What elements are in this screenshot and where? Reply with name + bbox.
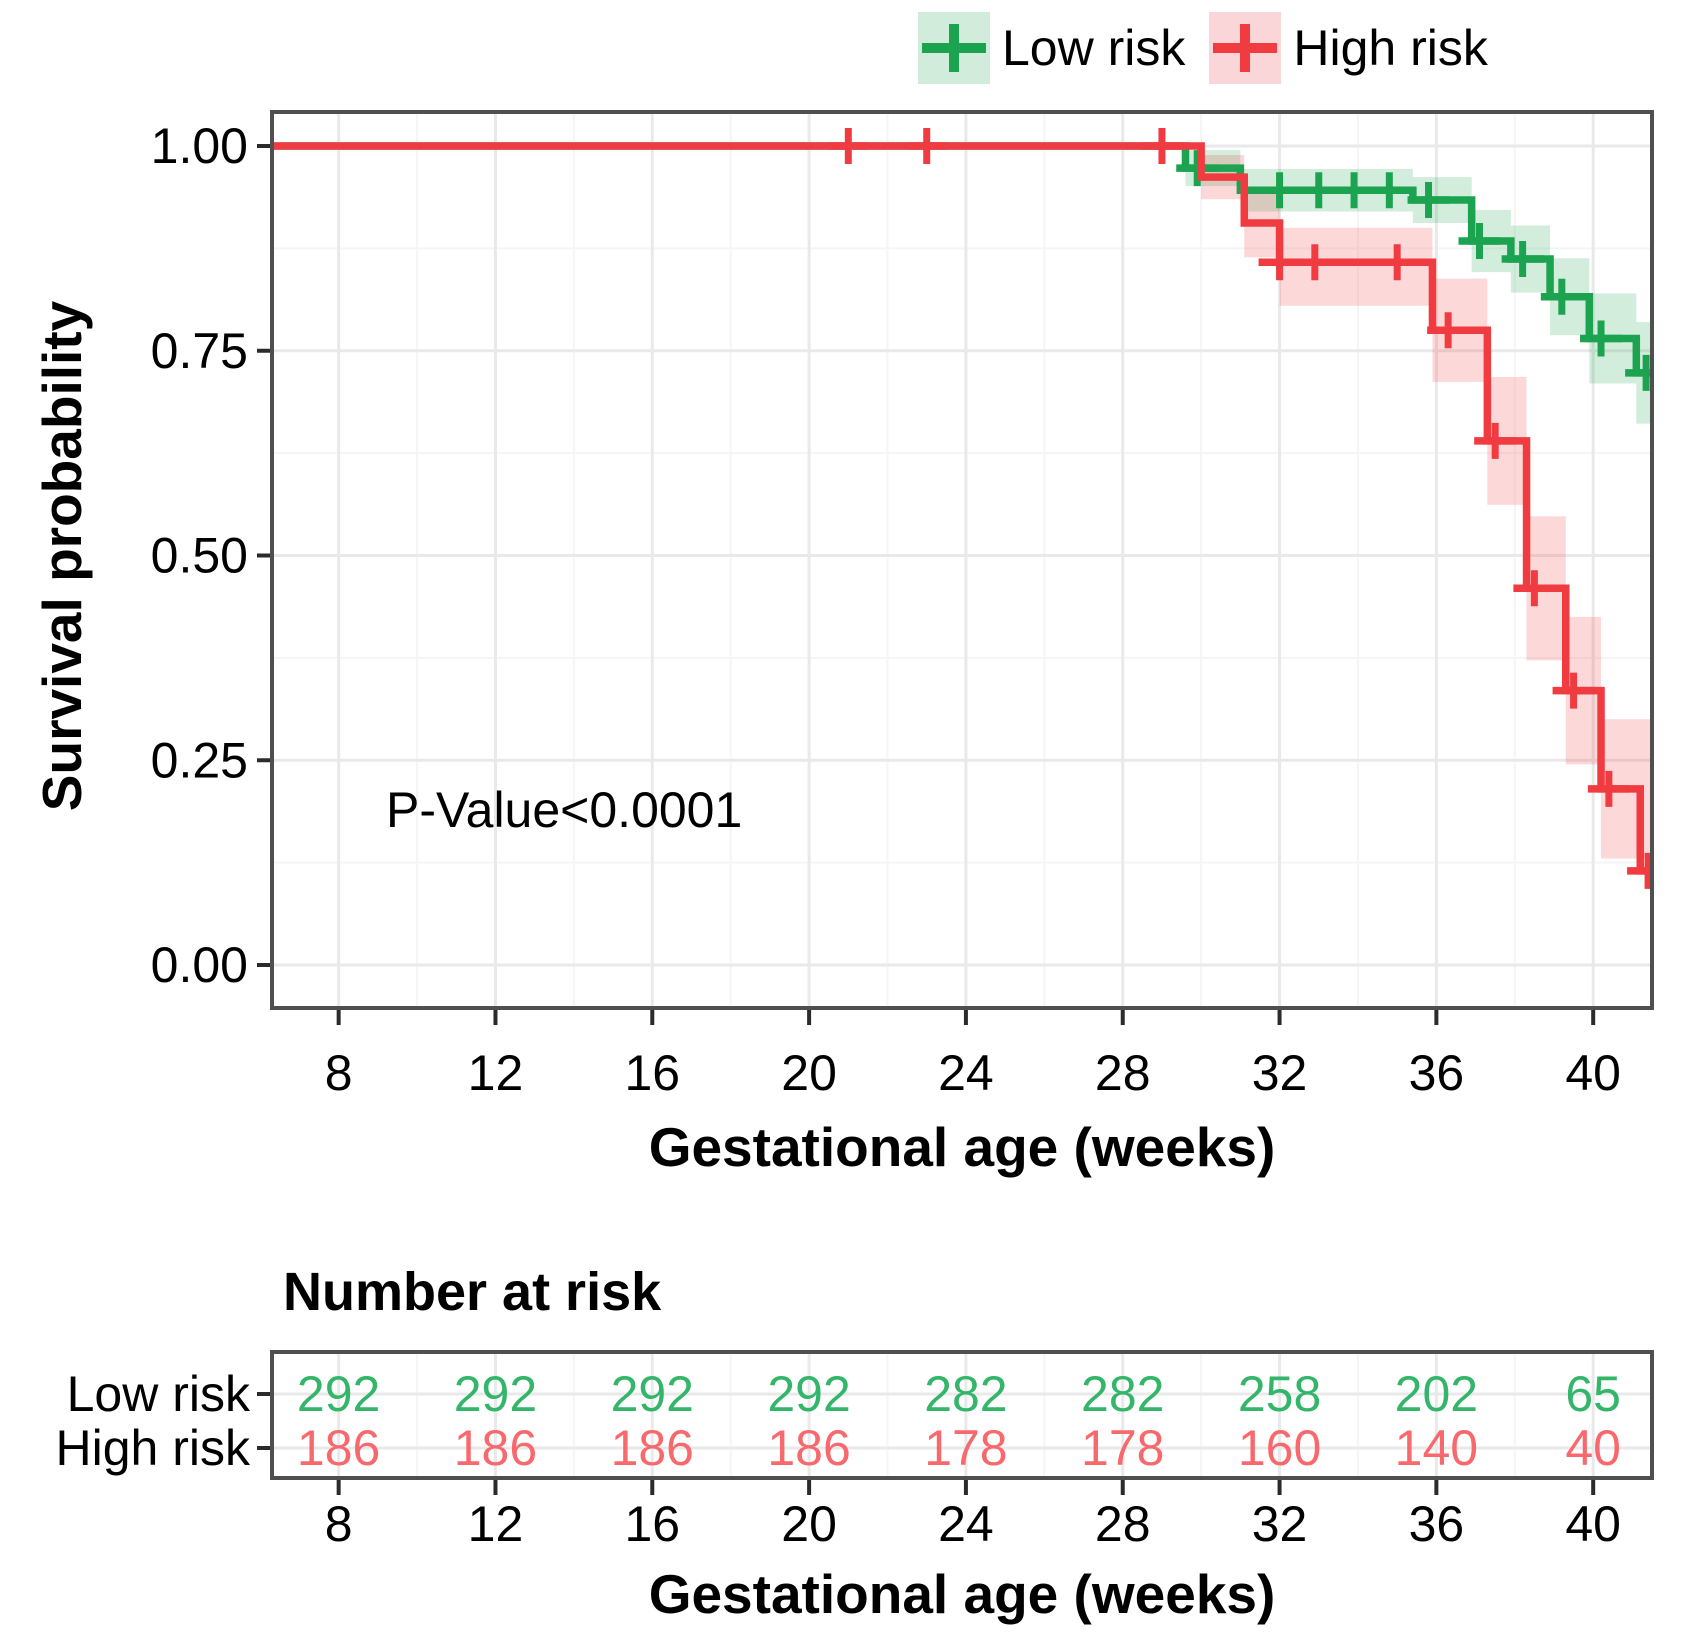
- high-risk-censor-mark: [1513, 570, 1556, 607]
- p-value-annotation: P-Value<0.0001: [386, 782, 743, 838]
- risk-x-tick-label: 24: [938, 1496, 994, 1552]
- risk-count-low-risk: 292: [454, 1366, 537, 1422]
- y-tick-label: 0.00: [151, 937, 248, 993]
- risk-x-tick-label: 36: [1409, 1496, 1465, 1552]
- high-risk-censor-mark: [1427, 312, 1470, 349]
- risk-count-low-risk: 282: [1081, 1366, 1164, 1422]
- low-risk-censor-mark: [1501, 241, 1544, 278]
- risk-x-tick-label: 20: [781, 1496, 837, 1552]
- high-risk-censor-mark: [1293, 244, 1336, 281]
- low-risk-censor-mark: [1458, 223, 1501, 260]
- low-risk-censor-mark: [1333, 172, 1376, 209]
- low-risk-censor-mark: [1407, 182, 1450, 219]
- risk-count-low-risk: 202: [1395, 1366, 1478, 1422]
- x-tick-label: 40: [1565, 1045, 1621, 1101]
- y-tick-label: 1.00: [151, 118, 248, 174]
- high-risk-censor-mark: [1258, 244, 1301, 281]
- risk-x-tick-label: 32: [1252, 1496, 1308, 1552]
- low-risk-censor-key-icon: [918, 12, 990, 84]
- risk-table-title: Number at risk: [283, 1262, 662, 1322]
- risk-count-low-risk: 282: [924, 1366, 1007, 1422]
- risk-row-label-high-risk: High risk: [55, 1420, 250, 1476]
- x-tick-label: 28: [1095, 1045, 1151, 1101]
- risk-x-tick-label: 16: [624, 1496, 680, 1552]
- x-tick-label: 24: [938, 1045, 994, 1101]
- high-risk-censor-mark: [1376, 244, 1419, 281]
- high-risk-censor-mark: [905, 128, 948, 164]
- risk-x-tick-label: 12: [468, 1496, 524, 1552]
- risk-x-tick-label: 8: [325, 1496, 353, 1552]
- low-risk-censor-mark: [1580, 320, 1623, 357]
- risk-row-label-low-risk: Low risk: [66, 1366, 250, 1422]
- y-tick-label: 0.50: [151, 528, 248, 584]
- y-tick-label: 0.25: [151, 732, 248, 788]
- risk-count-high-risk: 186: [297, 1420, 380, 1476]
- high-risk-censor-mark: [1474, 422, 1517, 459]
- x-tick-label: 32: [1252, 1045, 1308, 1101]
- risk-count-high-risk: 178: [1081, 1420, 1164, 1476]
- risk-count-high-risk: 178: [924, 1420, 1007, 1476]
- legend-item-low-risk: Low risk: [918, 12, 1185, 84]
- risk-count-low-risk: 292: [767, 1366, 850, 1422]
- high-risk-censor-mark: [1552, 672, 1595, 709]
- low-risk-censor-mark: [1176, 150, 1219, 187]
- risk-count-low-risk: 65: [1565, 1366, 1621, 1422]
- x-axis-title: Gestational age (weeks): [648, 1116, 1276, 1178]
- curves-layer: [272, 128, 1652, 889]
- low-risk-censor-mark: [1540, 278, 1583, 315]
- legend: Low risk High risk: [918, 12, 1488, 84]
- high-risk-censor-mark: [1587, 770, 1630, 807]
- risk-x-tick-label: 28: [1095, 1496, 1151, 1552]
- x-tick-label: 20: [781, 1045, 837, 1101]
- risk-count-high-risk: 140: [1395, 1420, 1478, 1476]
- high-risk-censor-mark: [1140, 128, 1183, 164]
- high-risk-censor-mark: [827, 128, 870, 164]
- high-risk-censor-mark: [1627, 852, 1652, 889]
- x-tick-label: 16: [624, 1045, 680, 1101]
- risk-panel-border: [270, 1350, 1654, 1480]
- x-tick-label: 36: [1409, 1045, 1465, 1101]
- low-risk-censor-mark: [1625, 354, 1652, 391]
- risk-count-high-risk: 40: [1565, 1420, 1621, 1476]
- risk-count-high-risk: 186: [767, 1420, 850, 1476]
- risk-x-tick-label: 40: [1565, 1496, 1621, 1552]
- risk-x-axis-title: Gestational age (weeks): [648, 1563, 1276, 1625]
- risk-count-low-risk: 292: [611, 1366, 694, 1422]
- high-risk-survival-curve: [272, 142, 1651, 875]
- x-tick-label: 12: [468, 1045, 524, 1101]
- risk-count-high-risk: 160: [1238, 1420, 1321, 1476]
- low-risk-censor-mark: [1368, 172, 1411, 209]
- plot-panel-border: [270, 110, 1654, 1010]
- low-risk-censor-mark: [1297, 172, 1340, 209]
- risk-count-low-risk: 258: [1238, 1366, 1321, 1422]
- risk-count-high-risk: 186: [454, 1420, 537, 1476]
- x-tick-label: 8: [325, 1045, 353, 1101]
- y-axis-title: Survival probability: [31, 300, 93, 812]
- legend-item-high-risk: High risk: [1209, 12, 1488, 84]
- high-risk-censor-key-icon: [1209, 12, 1282, 84]
- legend-label-low-risk: Low risk: [1002, 20, 1186, 76]
- legend-label-high-risk: High risk: [1293, 20, 1488, 76]
- risk-count-high-risk: 186: [611, 1420, 694, 1476]
- low-risk-censor-mark: [1258, 172, 1301, 209]
- y-tick-label: 0.75: [151, 323, 248, 379]
- risk-count-low-risk: 292: [297, 1366, 380, 1422]
